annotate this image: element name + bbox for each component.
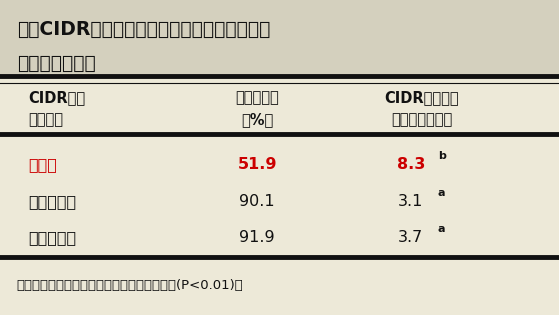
Text: 黄体退行期: 黄体退行期 [28,230,76,245]
Text: 各観察項目において、異符号間に有意差あり(P<0.01)。: 各観察項目において、異符号間に有意差あり(P<0.01)。 [17,278,244,292]
Text: 3.1: 3.1 [398,194,424,209]
Text: CIDR抜去から: CIDR抜去から [385,90,459,105]
Text: 開始時期: 開始時期 [28,112,63,127]
Text: 3.7: 3.7 [398,230,424,245]
FancyBboxPatch shape [0,0,559,76]
Text: 発情までの日数: 発情までの日数 [391,112,453,127]
Text: （%）: （%） [241,112,273,127]
Text: 8.3: 8.3 [397,157,425,172]
Text: 90.1: 90.1 [239,194,275,209]
Text: 表　CIDRの処置開始時期が発情同期化効果に: 表 CIDRの処置開始時期が発情同期化効果に [17,20,270,39]
Text: 発情発現率: 発情発現率 [235,90,279,105]
Text: b: b [438,151,446,161]
Text: a: a [438,188,445,198]
Text: a: a [438,224,445,234]
Text: 91.9: 91.9 [239,230,275,245]
Text: CIDR処置: CIDR処置 [28,90,85,105]
Text: 51.9: 51.9 [238,157,277,172]
Text: 発情日: 発情日 [28,157,57,172]
Text: 及ぼす影響: 及ぼす影響 [17,54,96,72]
Text: 黄体開花期: 黄体開花期 [28,194,76,209]
